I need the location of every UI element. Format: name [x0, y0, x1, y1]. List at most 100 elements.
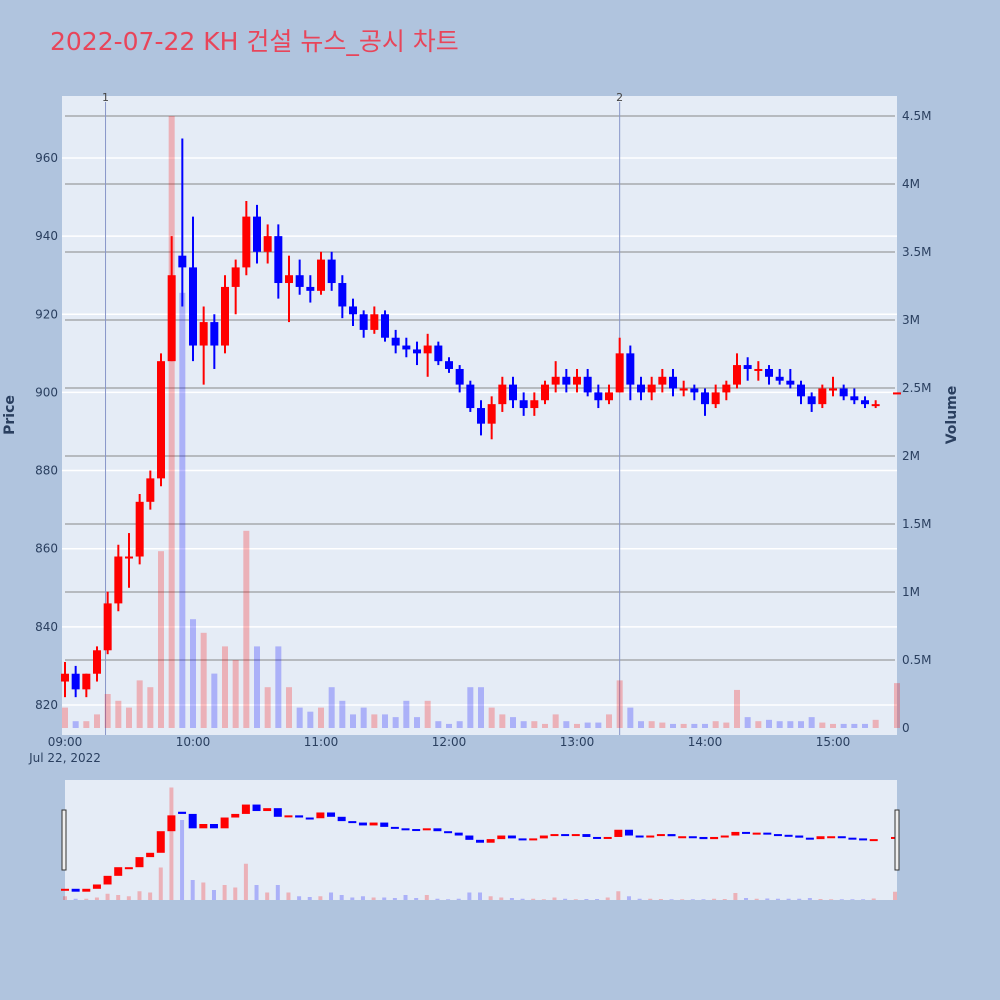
rangeslider-candle: [859, 838, 868, 841]
candle-body: [253, 216, 261, 252]
rangeslider-candle: [422, 828, 431, 831]
volume-bar: [776, 721, 783, 728]
candle-body: [786, 380, 795, 385]
candle-body: [466, 384, 475, 409]
y-tick-label: 840: [35, 620, 58, 634]
rangeslider-candle: [476, 839, 484, 843]
rangeslider-volume-bar: [137, 891, 142, 900]
volume-bar: [638, 721, 644, 728]
rangeslider-candle: [82, 888, 91, 892]
rangeslider-volume-bar: [595, 899, 600, 900]
rangeslider-candle: [561, 834, 570, 837]
volume-bar: [392, 717, 399, 728]
rangeslider-volume-bar: [541, 899, 546, 900]
volume-bar: [456, 721, 463, 728]
rangeslider-volume-bar: [148, 892, 153, 900]
rangeslider-volume-bar: [712, 898, 717, 900]
candle-body: [509, 384, 517, 401]
rangeslider-volume-bar: [297, 896, 302, 900]
y2-tick-label: 2M: [902, 449, 920, 463]
candle-body: [381, 314, 389, 338]
rangeslider-candle: [720, 835, 729, 838]
y2-axis-title: Volume: [944, 386, 960, 445]
rangeslider-volume-bar: [233, 887, 238, 900]
volume-bar: [62, 707, 68, 728]
rangeslider-candle: [369, 822, 378, 826]
rangeslider-candle: [848, 837, 857, 840]
volume-bar: [232, 660, 239, 728]
rangeslider-candle: [412, 829, 421, 832]
rangeslider-volume-bar: [275, 885, 280, 900]
volume-bar: [200, 632, 207, 728]
rangeslider-volume-bar: [818, 899, 823, 900]
rangeslider-candle: [71, 888, 80, 892]
candle-body: [221, 286, 229, 346]
volume-bar: [531, 721, 538, 728]
y2-tick-label: 0.5M: [902, 653, 931, 667]
rangeslider-volume-bar: [126, 896, 131, 900]
rangeslider-candle: [635, 835, 644, 838]
y2-tick-label: 1.5M: [902, 517, 931, 531]
candle-body: [103, 603, 112, 651]
rangeslider-volume-bar: [254, 885, 259, 900]
candle-body: [370, 314, 379, 330]
candle-body: [658, 376, 667, 385]
candle-body: [210, 322, 219, 346]
volume-bar: [222, 646, 228, 728]
volume-bar: [190, 619, 196, 728]
rangeslider-volume-bar: [744, 898, 749, 900]
rangeslider-candle: [603, 836, 612, 839]
rangeslider-volume-bar: [307, 897, 312, 900]
rangeslider-volume-bar: [169, 787, 174, 900]
volume-bar: [542, 723, 548, 728]
rangeslider-volume-bar: [893, 891, 897, 900]
volume-bar: [723, 722, 730, 728]
volume-bar: [894, 683, 900, 728]
rangeslider-volume-bar: [680, 899, 685, 900]
rangeslider-candle: [593, 836, 602, 839]
rangeslider-candle: [582, 834, 591, 837]
rangeslider-candle: [231, 813, 240, 818]
rangeslider-volume-bar: [360, 896, 365, 900]
rangeslider-candle: [263, 808, 272, 812]
rangeslider-candle: [114, 867, 123, 876]
volume-bar: [499, 714, 506, 728]
volume-bar: [126, 707, 132, 728]
candle-body: [487, 404, 496, 424]
volume-bar: [734, 689, 740, 728]
candle-body: [562, 376, 571, 385]
volume-bar: [595, 722, 602, 728]
candle-body: [807, 396, 816, 405]
candle-body: [295, 275, 304, 287]
rangeslider-volume-bar: [424, 895, 429, 900]
rangeslider-candle: [465, 835, 474, 840]
rangeslider-candle: [316, 812, 325, 819]
y-tick-label: 960: [35, 151, 58, 165]
rangeslider-volume-bar: [190, 880, 195, 900]
rangeslider-left-handle[interactable]: [61, 809, 67, 871]
rangeslider-candle: [869, 839, 878, 842]
volume-bar: [104, 694, 111, 728]
y-tick-label: 900: [35, 385, 58, 399]
rangeslider-volume-bar: [446, 899, 451, 900]
volume-bar: [211, 673, 218, 728]
rangeslider-volume-bar: [786, 898, 791, 900]
rangeslider-candle: [837, 836, 846, 839]
rangeslider-volume-bar: [509, 898, 514, 900]
volume-bar: [766, 719, 772, 728]
rangeslider-volume-bar: [318, 896, 323, 900]
rangeslider-candle: [805, 837, 814, 840]
candle-body: [242, 216, 251, 268]
rangeslider-candle: [444, 831, 453, 834]
volume-bar: [286, 687, 292, 728]
rangeslider-candle: [188, 813, 197, 829]
rangeslider-volume-bar: [403, 895, 408, 900]
candle-body: [615, 353, 624, 393]
candle-body: [733, 365, 741, 385]
volume-bar: [147, 687, 154, 728]
x-tick-label: 14:00: [688, 735, 723, 749]
volume-bar: [584, 722, 591, 728]
rangeslider-right-handle[interactable]: [894, 809, 900, 871]
volume-bar: [158, 551, 164, 728]
